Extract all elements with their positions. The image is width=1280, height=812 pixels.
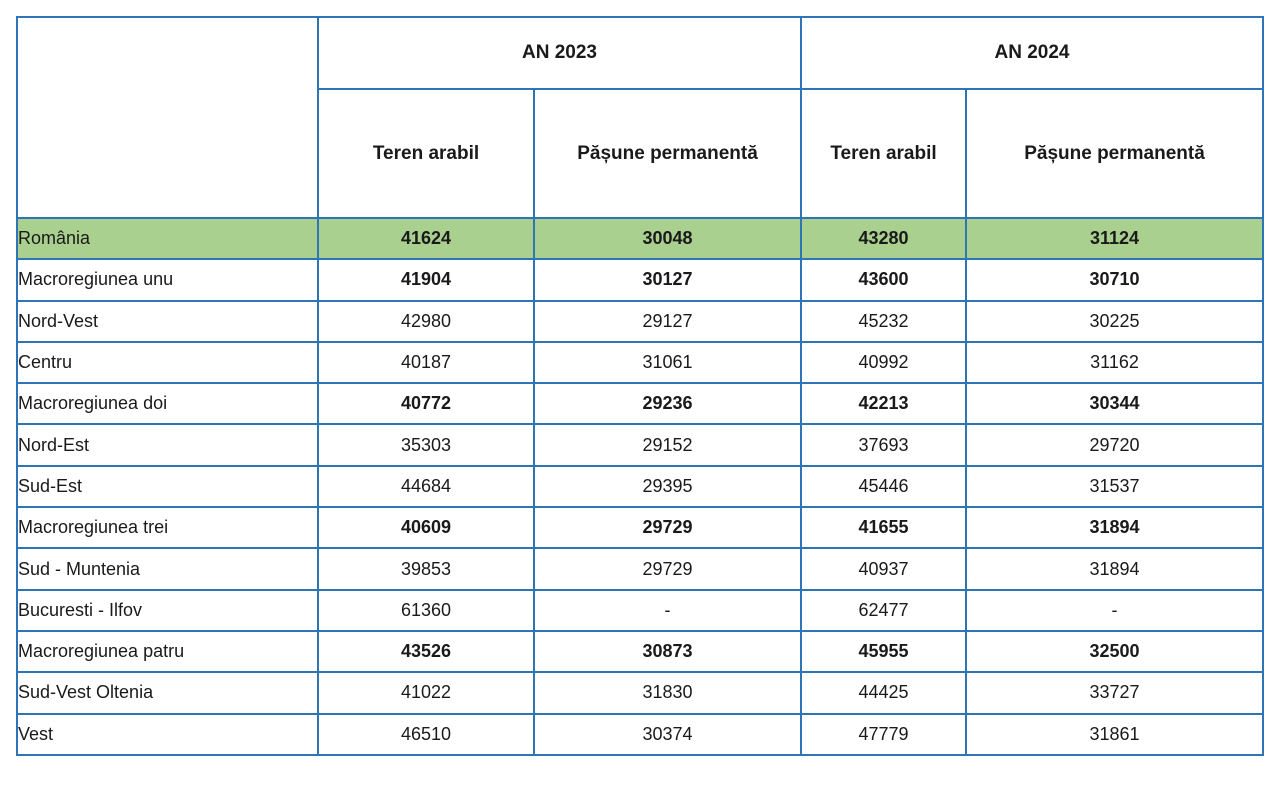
value-cell: 29152	[533, 423, 802, 467]
sub-header-teren-arabil-2024: Teren arabil	[800, 88, 967, 219]
land-area-table: AN 2023 AN 2024 Teren arabil Pășune perm…	[16, 16, 1264, 756]
value-cell: 47779	[800, 712, 967, 756]
table-row: Nord-Est 35303 29152 37693 29720	[16, 423, 1264, 467]
region-label: Macroregiunea doi	[16, 382, 319, 426]
value-cell: -	[533, 588, 802, 632]
year-header-2023: AN 2023	[317, 16, 802, 90]
region-label: Nord-Est	[16, 423, 319, 467]
value-cell: 29729	[533, 506, 802, 550]
value-cell: 31162	[965, 340, 1264, 385]
table-row: Macroregiunea trei 40609 29729 41655 31894	[16, 506, 1264, 550]
region-label: Macroregiunea trei	[16, 506, 319, 550]
value-cell: 29395	[533, 464, 802, 509]
region-label: Sud-Est	[16, 464, 319, 509]
value-cell: 46510	[317, 712, 535, 756]
table-row: Bucuresti - Ilfov 61360-62477-	[16, 588, 1264, 632]
value-cell: 40937	[800, 547, 967, 591]
value-cell: 45232	[800, 299, 967, 343]
region-label: Bucuresti - Ilfov	[16, 588, 319, 632]
value-cell: 30710	[965, 258, 1264, 302]
value-cell: 43526	[317, 629, 535, 674]
value-cell: 43600	[800, 258, 967, 302]
value-cell: 40992	[800, 340, 967, 385]
value-cell: 31830	[533, 671, 802, 715]
year-header-2024: AN 2024	[800, 16, 1264, 90]
region-label: Macroregiunea unu	[16, 258, 319, 302]
value-cell: 40772	[317, 382, 535, 426]
table-row: Nord-Vest 42980 29127 45232 30225	[16, 299, 1264, 343]
value-cell: 31537	[965, 464, 1264, 509]
table-row: România 41624 30048 43280 31124	[16, 216, 1264, 261]
value-cell: 45955	[800, 629, 967, 674]
value-cell: 30225	[965, 299, 1264, 343]
value-cell: 31894	[965, 547, 1264, 591]
region-label: Sud-Vest Oltenia	[16, 671, 319, 715]
value-cell: 30127	[533, 258, 802, 302]
value-cell: 30873	[533, 629, 802, 674]
region-label: Vest	[16, 712, 319, 756]
value-cell: 40609	[317, 506, 535, 550]
value-cell: 43280	[800, 216, 967, 261]
region-label: Sud - Muntenia	[16, 547, 319, 591]
sub-header-teren-arabil-2023: Teren arabil	[317, 88, 535, 219]
value-cell: 35303	[317, 423, 535, 467]
value-cell: 30344	[965, 382, 1264, 426]
value-cell: 61360	[317, 588, 535, 632]
value-cell: -	[965, 588, 1264, 632]
value-cell: 29720	[965, 423, 1264, 467]
value-cell: 33727	[965, 671, 1264, 715]
value-cell: 31061	[533, 340, 802, 385]
value-cell: 42980	[317, 299, 535, 343]
value-cell: 41904	[317, 258, 535, 302]
value-cell: 44684	[317, 464, 535, 509]
region-label: Centru	[16, 340, 319, 385]
value-cell: 41655	[800, 506, 967, 550]
region-label: România	[16, 216, 319, 261]
sub-header-row: Teren arabil Pășune permanentă Teren ara…	[17, 88, 1264, 219]
value-cell: 44425	[800, 671, 967, 715]
value-cell: 37693	[800, 423, 967, 467]
value-cell: 30048	[533, 216, 802, 261]
region-label: Nord-Vest	[16, 299, 319, 343]
value-cell: 29127	[533, 299, 802, 343]
table-row: Centru 40187 31061 40992 31162	[16, 340, 1264, 385]
value-cell: 29236	[533, 382, 802, 426]
value-cell: 31894	[965, 506, 1264, 550]
table-body: România 41624 30048 43280 31124 Macroregiunea…	[16, 216, 1264, 756]
sub-header-pasune-permanenta-2024: Pășune permanentă	[965, 88, 1264, 219]
table-row: Sud-Vest Oltenia 41022 31830 44425 33727	[16, 671, 1264, 715]
corner-cell	[16, 16, 319, 219]
value-cell: 39853	[317, 547, 535, 591]
table-row: Macroregiunea doi 40772 29236 42213 30344	[16, 382, 1264, 426]
table-row: Sud - Muntenia 39853 29729 40937 31894	[16, 547, 1264, 591]
value-cell: 45446	[800, 464, 967, 509]
value-cell: 31124	[965, 216, 1264, 261]
table-row: Sud-Est 44684 29395 45446 31537	[16, 464, 1264, 509]
value-cell: 29729	[533, 547, 802, 591]
table-row: Vest 46510 30374 47779 31861	[16, 712, 1264, 756]
value-cell: 62477	[800, 588, 967, 632]
table-row: Macroregiunea patru 43526 30873 45955 32500	[16, 629, 1264, 674]
value-cell: 31861	[965, 712, 1264, 756]
table-row: Macroregiunea unu 41904 30127 43600 30710	[16, 258, 1264, 302]
value-cell: 41624	[317, 216, 535, 261]
value-cell: 32500	[965, 629, 1264, 674]
value-cell: 42213	[800, 382, 967, 426]
region-label: Macroregiunea patru	[16, 629, 319, 674]
value-cell: 30374	[533, 712, 802, 756]
value-cell: 41022	[317, 671, 535, 715]
year-header-row: AN 2023 AN 2024	[16, 16, 1264, 219]
value-cell: 40187	[317, 340, 535, 385]
sub-header-pasune-permanenta-2023: Pășune permanentă	[533, 88, 802, 219]
